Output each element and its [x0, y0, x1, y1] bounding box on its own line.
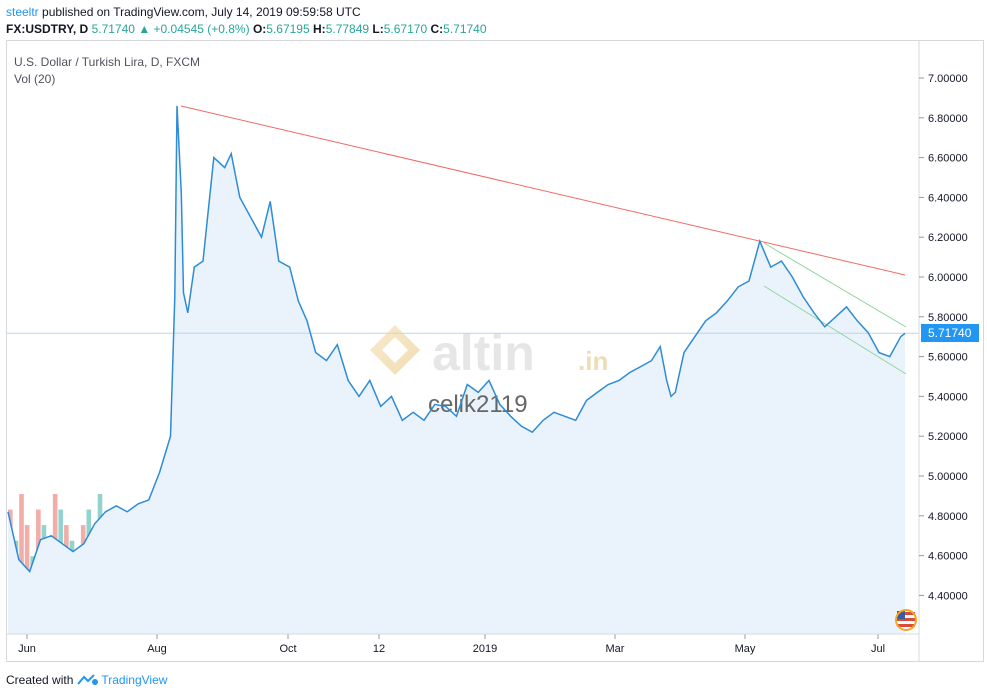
high-label: H:: [313, 22, 326, 36]
x-tick-label: Jun: [18, 643, 36, 655]
y-tick-label: 4.80000: [928, 511, 968, 523]
y-axis: 7.00000 6.80000 6.60000 6.40000 6.20000 6.000…: [919, 73, 968, 602]
y-tick-label: 5.00000: [928, 471, 968, 483]
x-tick-label: Mar: [606, 643, 625, 655]
legend-volume: Vol (20): [14, 72, 56, 86]
x-tick-label: 12: [373, 643, 385, 655]
watermark: altin .in: [370, 325, 608, 381]
open-value: 5.67195: [266, 22, 310, 36]
chart-frame[interactable]: [6, 40, 984, 662]
y-tick-label: 6.40000: [928, 192, 968, 204]
author-link[interactable]: steeltr: [6, 5, 39, 19]
x-tick-label: Aug: [147, 643, 167, 655]
ohlc-line: FX:USDTRY, D 5.71740 ▲ +0.04545 (+0.8%) …: [6, 22, 487, 36]
legend-symbol: U.S. Dollar / Turkish Lira, D, FXCM: [14, 55, 201, 69]
high-value: 5.77849: [325, 22, 370, 36]
y-tick-label: 6.00000: [928, 272, 968, 284]
footer-created-text: Created with: [6, 673, 74, 687]
footer: Created with TradingView: [6, 673, 167, 687]
price-line: [7, 105, 906, 573]
low-value: 5.67170: [383, 22, 428, 36]
y-tick-label: 7.00000: [928, 73, 968, 85]
published-text: published on TradingView.com, July 14, 2…: [42, 5, 361, 19]
change-value: ▲ +0.04545 (+0.8%): [138, 22, 250, 36]
y-tick-label: 5.20000: [928, 431, 968, 443]
y-tick-label: 4.40000: [928, 590, 968, 602]
resistance-trendline: [180, 105, 906, 276]
last-price-marker: 5.71740: [921, 324, 979, 342]
footer-brand-text: TradingView: [101, 673, 168, 687]
channel-upper-line: [763, 242, 907, 328]
y-tick-label: 5.80000: [928, 312, 968, 324]
last-price-marker-label: 5.71740: [928, 326, 972, 340]
close-value: 5.71740: [443, 22, 487, 36]
publish-info: steeltr published on TradingView.com, Ju…: [6, 5, 361, 19]
open-label: O:: [252, 22, 267, 36]
low-label: L:: [372, 22, 384, 36]
watermark-author: celik2119: [428, 391, 528, 418]
y-tick-label: 4.60000: [928, 551, 968, 563]
footer-brand-link[interactable]: TradingView: [77, 673, 167, 687]
tradingview-logo-icon: [77, 674, 99, 685]
y-tick-label: 6.80000: [928, 113, 968, 125]
y-tick-label: 5.60000: [928, 352, 968, 364]
x-tick-label: 2019: [473, 643, 497, 655]
symbol-label: FX:USDTRY, D: [6, 22, 89, 36]
y-tick-label: 5.40000: [928, 391, 968, 403]
y-tick-label: 6.60000: [928, 153, 968, 165]
x-tick-label: Oct: [279, 643, 296, 655]
price-area: [8, 105, 905, 634]
x-tick-label: Jul: [871, 643, 885, 655]
us-flag-icon: [895, 609, 917, 631]
x-axis: Jun Aug Oct 12 2019 Mar May Jul: [18, 634, 885, 655]
y-tick-label: 6.20000: [928, 232, 968, 244]
watermark-brand: altin: [432, 325, 535, 381]
last-price: 5.71740: [91, 22, 135, 36]
x-tick-label: May: [735, 643, 756, 655]
watermark-brand-suffix: .in: [578, 346, 608, 376]
close-label: C:: [430, 22, 444, 36]
channel-lower-line: [763, 285, 907, 375]
